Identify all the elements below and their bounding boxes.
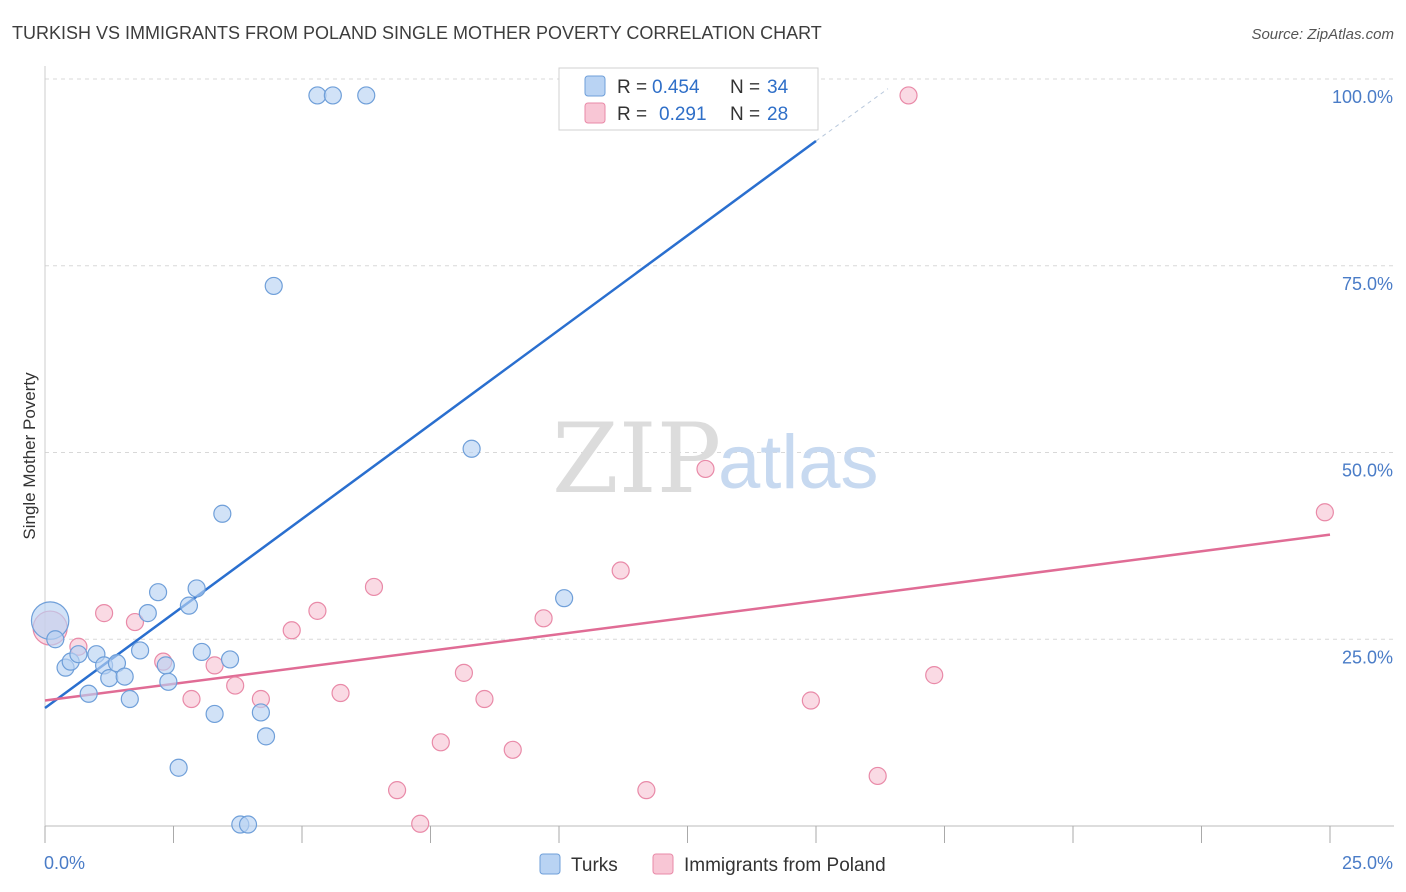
- poland-point-2: [95, 604, 114, 623]
- trend-line-turks-extension: [815, 88, 889, 142]
- trend-line-turks: [44, 139, 817, 709]
- poland-point-6: [205, 656, 224, 675]
- series-legend-swatch-poland: [652, 853, 674, 875]
- poland-point-12: [364, 577, 384, 597]
- turks-point-26: [251, 703, 270, 722]
- x-tick-label-0: 0.0%: [44, 853, 85, 873]
- poland-point-25: [899, 86, 918, 105]
- turks-point-25: [238, 815, 258, 834]
- poland-point-5: [182, 689, 201, 709]
- poland-point-24: [868, 766, 887, 786]
- legend-r-label-poland: R =: [617, 104, 647, 125]
- watermark-zip: ZIP: [552, 403, 721, 515]
- turks-point-27: [256, 727, 276, 746]
- turks-point-15: [156, 656, 175, 675]
- poland-point-23: [801, 691, 820, 710]
- turks-point-5: [79, 684, 98, 703]
- poland-point-14: [411, 814, 430, 833]
- poland-point-21: [637, 781, 656, 800]
- trend-line-poland: [44, 533, 1331, 702]
- turks-point-21: [205, 704, 224, 724]
- turks-point-16: [159, 672, 178, 691]
- turks-point-29: [308, 86, 327, 105]
- turks-point-33: [555, 589, 574, 608]
- poland-point-3: [125, 612, 145, 632]
- legend-r-value-turks: 0.454: [652, 77, 700, 98]
- y-axis-label: Single Mother Poverty: [20, 372, 39, 540]
- series-legend-label-poland: Immigrants from Poland: [684, 855, 886, 876]
- turks-point-14: [148, 583, 168, 602]
- turks-point-1: [46, 630, 65, 649]
- series-legend-swatch-turks: [539, 853, 561, 875]
- chart-source: Source: ZipAtlas.com: [1251, 26, 1394, 43]
- poland-point-13: [387, 781, 407, 800]
- turks-point-10: [115, 667, 134, 686]
- correlation-legend: R = 0.454 N = 34 R = 0.291 N = 28: [558, 67, 819, 131]
- poland-point-10: [308, 601, 327, 620]
- series-legend: Turks Immigrants from Poland: [539, 853, 886, 876]
- legend-n-label-turks: N =: [730, 77, 760, 98]
- turks-point-28: [264, 276, 283, 296]
- poland-point-27: [1315, 503, 1334, 522]
- legend-r-label-turks: R =: [617, 77, 647, 98]
- legend-n-value-poland: 28: [767, 104, 788, 125]
- turks-point-22: [213, 504, 232, 523]
- turks-point-9: [107, 654, 127, 673]
- legend-r-value-poland: 0.291: [659, 104, 707, 125]
- turks-point-31: [357, 86, 376, 105]
- poland-point-11: [331, 683, 350, 703]
- turks-point-4: [69, 645, 88, 664]
- poland-point-16: [454, 663, 474, 682]
- turks-point-18: [179, 596, 199, 615]
- poland-point-15: [431, 733, 450, 752]
- turks-point-19: [187, 579, 206, 598]
- poland-point-18: [503, 740, 522, 759]
- poland-point-7: [226, 676, 245, 695]
- turks-point-23: [220, 650, 240, 669]
- y-tick-labels: 100.0% 75.0% 50.0% 25.0%: [1332, 87, 1393, 667]
- gridlines: [45, 78, 1394, 640]
- series-turks-points: [30, 86, 574, 834]
- turks-point-11: [120, 689, 139, 709]
- y-tick-label-3: 25.0%: [1342, 647, 1393, 667]
- turks-point-32: [462, 439, 481, 458]
- chart-title: TURKISH VS IMMIGRANTS FROM POLAND SINGLE…: [12, 23, 822, 43]
- turks-point-17: [169, 758, 188, 777]
- turks-point-12: [130, 641, 150, 660]
- legend-n-value-turks: 34: [767, 77, 789, 98]
- legend-swatch-poland: [584, 102, 606, 124]
- y-tick-label-0: 100.0%: [1332, 87, 1393, 107]
- poland-point-20: [611, 561, 630, 580]
- trend-lines: [44, 88, 1331, 709]
- watermark: ZIP atlas: [552, 403, 879, 515]
- poland-point-19: [534, 609, 553, 628]
- series-legend-label-turks: Turks: [571, 855, 618, 876]
- y-tick-label-1: 75.0%: [1342, 274, 1393, 294]
- x-tick-labels: 0.0% 25.0%: [44, 853, 1393, 873]
- poland-point-17: [475, 689, 494, 709]
- legend-n-label-poland: N =: [730, 104, 760, 125]
- turks-point-30: [323, 86, 342, 105]
- y-tick-label-2: 50.0%: [1342, 461, 1393, 481]
- legend-swatch-turks: [584, 75, 606, 97]
- x-tick-label-1: 25.0%: [1342, 853, 1393, 873]
- watermark-atlas: atlas: [718, 420, 879, 505]
- poland-point-26: [925, 666, 944, 685]
- turks-point-13: [138, 604, 157, 623]
- poland-point-22: [696, 459, 715, 479]
- turks-point-8: [100, 668, 119, 688]
- turks-point-20: [192, 642, 211, 662]
- poland-point-9: [282, 621, 301, 640]
